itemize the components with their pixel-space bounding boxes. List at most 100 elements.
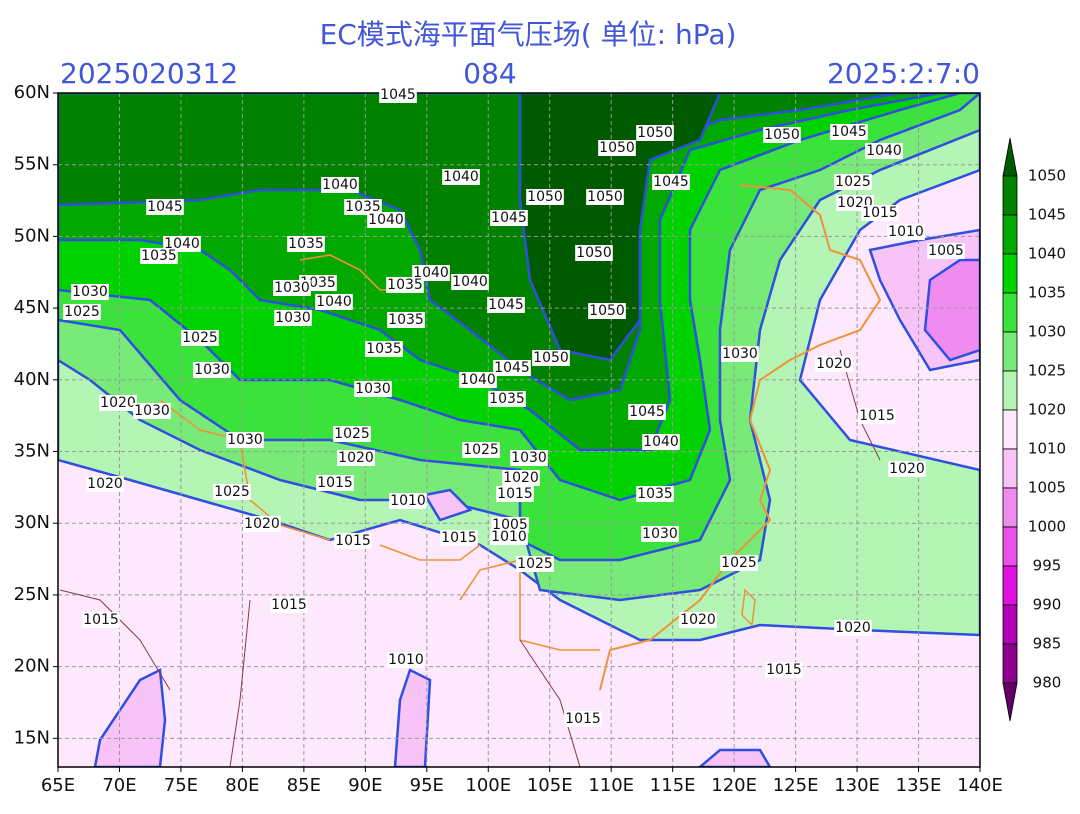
contour-label: 1035 [388, 312, 424, 328]
contour-label: 1025 [182, 330, 218, 346]
x-tick-label: 115E [650, 775, 696, 796]
contour-label: 1030 [194, 362, 230, 378]
x-tick-label: 95E [410, 775, 444, 796]
x-tick-label: 65E [41, 775, 75, 796]
colorbar-label: 1025 [1028, 362, 1066, 380]
contour-label: 1035 [387, 277, 423, 293]
colorbar-box [1002, 604, 1018, 645]
contour-label: 1045 [653, 174, 689, 190]
colorbar-label: 1040 [1028, 245, 1066, 263]
contour-label-bg [273, 280, 311, 296]
x-tick-label: 75E [164, 775, 198, 796]
contour-label: 1005 [928, 243, 964, 259]
contour-label: 1050 [637, 125, 673, 141]
contour-label: 1040 [316, 294, 352, 310]
contour-label-bg [140, 248, 178, 264]
contour-label: 1025 [517, 556, 553, 572]
contour-label-bg [588, 303, 626, 319]
contour-label-bg [858, 408, 896, 424]
contour-label-bg [379, 87, 417, 103]
contour-label-bg [815, 356, 853, 372]
contour-label-bg [927, 243, 965, 259]
contour-label: 1020 [835, 620, 871, 636]
map-frame [57, 92, 981, 768]
contour-label-bg [451, 274, 489, 290]
contour-label-bg [387, 652, 425, 668]
colorbar-label: 1035 [1028, 284, 1066, 302]
colorbar-box [1002, 370, 1018, 411]
colorbar-label: 985 [1033, 635, 1062, 653]
contour-label-bg [270, 597, 308, 613]
contour-label-bg [628, 404, 666, 420]
contour-label-bg [442, 169, 480, 185]
colorbar-triangle [1002, 137, 1018, 177]
x-tick-label: 110E [588, 775, 634, 796]
contour-label-bg [502, 470, 540, 486]
contour-label: 1045 [488, 297, 524, 313]
x-tick-label: 120E [711, 775, 757, 796]
contour-label-bg [830, 124, 868, 140]
colorbar-box [1002, 643, 1018, 684]
contour-label-bg [226, 432, 264, 448]
contour-label: 1045 [380, 87, 416, 103]
contour-label-bg [834, 174, 872, 190]
contour-label-bg [193, 362, 231, 378]
contour-label: 1025 [214, 484, 250, 500]
contour-label: 1015 [862, 205, 898, 221]
contour-label-bg [82, 612, 120, 628]
colorbar-box [1002, 526, 1018, 567]
contour-label-bg [440, 530, 478, 546]
lead-time: 084 [463, 57, 516, 90]
contour-label-bg [344, 199, 382, 215]
contour-label: 1010 [388, 652, 424, 668]
colorbar-box [1002, 292, 1018, 333]
contour-label-bg [636, 125, 674, 141]
contour-label: 1020 [680, 612, 716, 628]
contour-label: 1030 [722, 346, 758, 362]
colorbar-label: 995 [1033, 557, 1062, 575]
contour-label: 1050 [527, 189, 563, 205]
contour-label: 1020 [338, 450, 374, 466]
contour-label-bg [598, 140, 636, 156]
y-tick-label: 35N [14, 441, 50, 462]
colorbar-label: 1000 [1028, 518, 1066, 536]
colorbar-box [1002, 331, 1018, 372]
contour-label: 1050 [599, 140, 635, 156]
contour-label: 1040 [643, 434, 679, 450]
contour-label-bg [387, 312, 425, 328]
x-tick-label: 105E [527, 775, 573, 796]
contour-label: 1050 [587, 189, 623, 205]
contour-label-bg [334, 533, 372, 549]
contour-label-bg [386, 277, 424, 293]
contour-label: 1015 [497, 486, 533, 502]
y-tick-label: 20N [14, 656, 50, 677]
colorbar-label: 990 [1033, 596, 1062, 614]
contour-label-bg [367, 212, 405, 228]
field-zone [93, 668, 167, 767]
contour-label-bg [333, 426, 371, 442]
contour-label-bg [641, 526, 679, 542]
field-zone [518, 93, 722, 362]
contour-label: 1020 [816, 356, 852, 372]
contour-label: 1030 [72, 284, 108, 300]
contour-label-bg [865, 143, 903, 159]
y-tick-label: 50N [14, 225, 50, 246]
contour-label: 1020 [100, 395, 136, 411]
contour-label: 1045 [831, 124, 867, 140]
contour-label-bg [389, 493, 427, 509]
colorbar-label: 1005 [1028, 479, 1066, 497]
contour-label: 1020 [87, 476, 123, 492]
contour-label: 1035 [345, 199, 381, 215]
valid-time: 2025:2:7:0 [827, 57, 980, 90]
contour-label-bg [721, 346, 759, 362]
contour-label-bg [462, 442, 500, 458]
contour-label-bg [337, 450, 375, 466]
colorbar-box [1002, 487, 1018, 528]
field-zone [423, 488, 473, 522]
contour-label-bg [243, 516, 281, 532]
colorbar-label: 1030 [1028, 323, 1066, 341]
contour-label-bg [564, 711, 602, 727]
